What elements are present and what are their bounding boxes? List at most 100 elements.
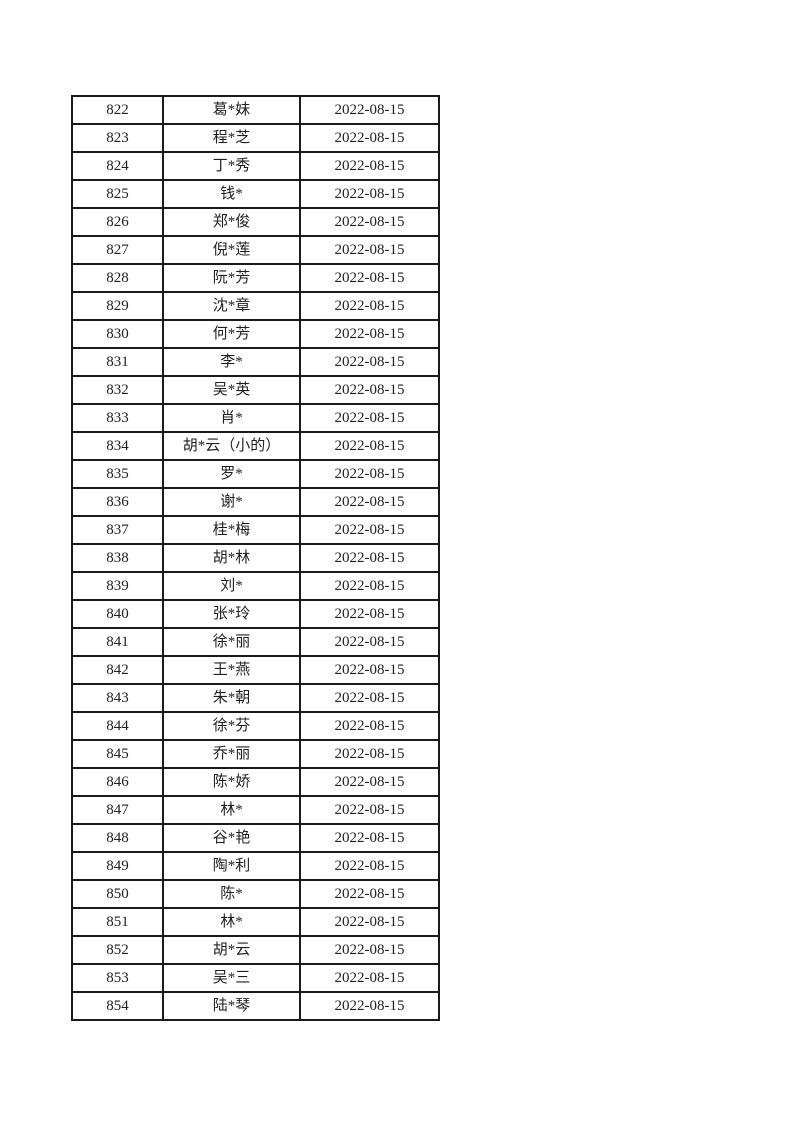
table-row: 851 林* 2022-08-15 xyxy=(71,907,440,937)
table-row: 827 倪*莲 2022-08-15 xyxy=(71,235,440,265)
record-name-cell: 钱* xyxy=(162,179,301,209)
table-row: 840 张*玲 2022-08-15 xyxy=(71,599,440,629)
record-name-cell: 林* xyxy=(162,907,301,937)
record-index-cell: 840 xyxy=(71,599,164,629)
record-index-cell: 845 xyxy=(71,739,164,769)
record-name-cell: 谷*艳 xyxy=(162,823,301,853)
record-name-cell: 刘* xyxy=(162,571,301,601)
record-date-cell: 2022-08-15 xyxy=(299,935,440,965)
record-index-cell: 823 xyxy=(71,123,164,153)
table-row: 828 阮*芳 2022-08-15 xyxy=(71,263,440,293)
record-index-cell: 833 xyxy=(71,403,164,433)
table-row: 822 葛*妹 2022-08-15 xyxy=(71,95,440,125)
record-date-cell: 2022-08-15 xyxy=(299,963,440,993)
record-index-cell: 829 xyxy=(71,291,164,321)
record-date-cell: 2022-08-15 xyxy=(299,879,440,909)
table-row: 836 谢* 2022-08-15 xyxy=(71,487,440,517)
table-row: 848 谷*艳 2022-08-15 xyxy=(71,823,440,853)
record-date-cell: 2022-08-15 xyxy=(299,795,440,825)
record-date-cell: 2022-08-15 xyxy=(299,991,440,1021)
record-name-cell: 徐*丽 xyxy=(162,627,301,657)
table-row: 843 朱*朝 2022-08-15 xyxy=(71,683,440,713)
record-index-cell: 844 xyxy=(71,711,164,741)
record-date-cell: 2022-08-15 xyxy=(299,823,440,853)
record-index-cell: 832 xyxy=(71,375,164,405)
record-date-cell: 2022-08-15 xyxy=(299,347,440,377)
record-name-cell: 胡*林 xyxy=(162,543,301,573)
record-index-cell: 847 xyxy=(71,795,164,825)
record-index-cell: 850 xyxy=(71,879,164,909)
record-index-cell: 827 xyxy=(71,235,164,265)
record-name-cell: 桂*梅 xyxy=(162,515,301,545)
record-name-cell: 吴*英 xyxy=(162,375,301,405)
record-date-cell: 2022-08-15 xyxy=(299,571,440,601)
record-name-cell: 倪*莲 xyxy=(162,235,301,265)
record-name-cell: 谢* xyxy=(162,487,301,517)
record-index-cell: 843 xyxy=(71,683,164,713)
record-date-cell: 2022-08-15 xyxy=(299,151,440,181)
table-row: 850 陈* 2022-08-15 xyxy=(71,879,440,909)
record-index-cell: 839 xyxy=(71,571,164,601)
record-index-cell: 836 xyxy=(71,487,164,517)
record-name-cell: 陈*娇 xyxy=(162,767,301,797)
record-name-cell: 丁*秀 xyxy=(162,151,301,181)
table-row: 834 胡*云（小的） 2022-08-15 xyxy=(71,431,440,461)
record-table: 822 葛*妹 2022-08-15 823 程*芝 2022-08-15 82… xyxy=(71,95,440,1021)
record-name-cell: 李* xyxy=(162,347,301,377)
record-date-cell: 2022-08-15 xyxy=(299,655,440,685)
record-index-cell: 824 xyxy=(71,151,164,181)
record-name-cell: 张*玲 xyxy=(162,599,301,629)
record-name-cell: 阮*芳 xyxy=(162,263,301,293)
table-row: 844 徐*芬 2022-08-15 xyxy=(71,711,440,741)
record-date-cell: 2022-08-15 xyxy=(299,431,440,461)
record-name-cell: 何*芳 xyxy=(162,319,301,349)
table-row: 839 刘* 2022-08-15 xyxy=(71,571,440,601)
record-date-cell: 2022-08-15 xyxy=(299,235,440,265)
record-index-cell: 837 xyxy=(71,515,164,545)
table-row: 846 陈*娇 2022-08-15 xyxy=(71,767,440,797)
record-date-cell: 2022-08-15 xyxy=(299,207,440,237)
table-row: 841 徐*丽 2022-08-15 xyxy=(71,627,440,657)
record-name-cell: 葛*妹 xyxy=(162,95,301,125)
table-row: 823 程*芝 2022-08-15 xyxy=(71,123,440,153)
record-index-cell: 834 xyxy=(71,431,164,461)
table-row: 832 吴*英 2022-08-15 xyxy=(71,375,440,405)
record-name-cell: 陶*利 xyxy=(162,851,301,881)
table-row: 847 林* 2022-08-15 xyxy=(71,795,440,825)
record-date-cell: 2022-08-15 xyxy=(299,263,440,293)
record-name-cell: 林* xyxy=(162,795,301,825)
record-index-cell: 826 xyxy=(71,207,164,237)
record-date-cell: 2022-08-15 xyxy=(299,599,440,629)
record-date-cell: 2022-08-15 xyxy=(299,851,440,881)
record-index-cell: 849 xyxy=(71,851,164,881)
record-index-cell: 828 xyxy=(71,263,164,293)
record-date-cell: 2022-08-15 xyxy=(299,767,440,797)
record-index-cell: 835 xyxy=(71,459,164,489)
record-index-cell: 825 xyxy=(71,179,164,209)
record-index-cell: 846 xyxy=(71,767,164,797)
table-row: 837 桂*梅 2022-08-15 xyxy=(71,515,440,545)
table-row: 838 胡*林 2022-08-15 xyxy=(71,543,440,573)
record-name-cell: 胡*云（小的） xyxy=(162,431,301,461)
record-date-cell: 2022-08-15 xyxy=(299,375,440,405)
record-date-cell: 2022-08-15 xyxy=(299,123,440,153)
record-name-cell: 朱*朝 xyxy=(162,683,301,713)
table-row: 831 李* 2022-08-15 xyxy=(71,347,440,377)
record-index-cell: 831 xyxy=(71,347,164,377)
record-date-cell: 2022-08-15 xyxy=(299,459,440,489)
table-row: 833 肖* 2022-08-15 xyxy=(71,403,440,433)
table-row: 835 罗* 2022-08-15 xyxy=(71,459,440,489)
record-date-cell: 2022-08-15 xyxy=(299,683,440,713)
record-date-cell: 2022-08-15 xyxy=(299,403,440,433)
record-date-cell: 2022-08-15 xyxy=(299,907,440,937)
record-date-cell: 2022-08-15 xyxy=(299,711,440,741)
record-index-cell: 830 xyxy=(71,319,164,349)
table-row: 829 沈*章 2022-08-15 xyxy=(71,291,440,321)
table-row: 825 钱* 2022-08-15 xyxy=(71,179,440,209)
table-row: 842 王*燕 2022-08-15 xyxy=(71,655,440,685)
table-row: 854 陆*琴 2022-08-15 xyxy=(71,991,440,1021)
record-date-cell: 2022-08-15 xyxy=(299,543,440,573)
record-name-cell: 乔*丽 xyxy=(162,739,301,769)
record-date-cell: 2022-08-15 xyxy=(299,291,440,321)
